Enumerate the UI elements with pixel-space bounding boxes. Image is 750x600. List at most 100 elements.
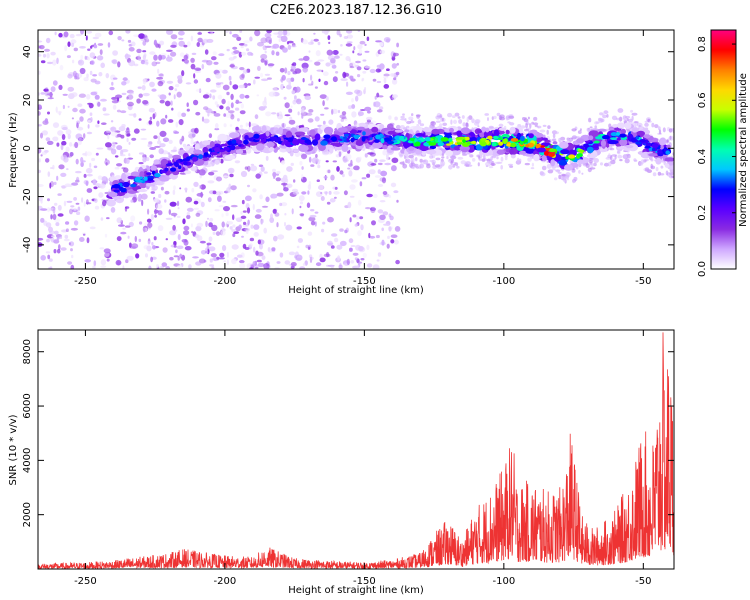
- halo-speck: [450, 160, 453, 165]
- noise-speck: [340, 44, 343, 47]
- ridge-blob: [460, 127, 470, 135]
- noise-speck: [71, 207, 74, 210]
- noise-speck: [78, 93, 86, 98]
- noise-speck: [105, 158, 108, 161]
- noise-speck: [322, 71, 329, 76]
- noise-speck: [290, 265, 295, 269]
- ridge-core: [244, 134, 249, 141]
- noise-speck: [360, 224, 364, 231]
- halo-speck: [496, 156, 499, 160]
- ridge-blob: [334, 146, 343, 151]
- noise-speck: [301, 107, 305, 114]
- noise-speck: [146, 245, 152, 252]
- noise-speck: [69, 152, 74, 157]
- ridge-core: [639, 139, 647, 143]
- halo-speck: [616, 150, 620, 154]
- ridge-blob: [415, 149, 423, 155]
- noise-speck: [250, 163, 255, 166]
- y-tick-label: -40: [22, 237, 33, 253]
- noise-speck: [112, 77, 118, 80]
- halo-speck: [531, 162, 535, 167]
- noise-speck: [339, 170, 344, 175]
- noise-speck: [347, 167, 351, 170]
- noise-speck: [305, 112, 313, 116]
- ridge-core: [644, 145, 651, 149]
- noise-speck: [217, 195, 222, 202]
- halo-speck: [611, 154, 618, 157]
- halo-speck: [429, 155, 434, 159]
- noise-speck: [57, 130, 64, 136]
- noise-speck: [308, 109, 314, 113]
- noise-speck: [107, 134, 110, 140]
- noise-speck: [83, 77, 89, 82]
- noise-speck: [216, 176, 222, 182]
- noise-speck: [272, 168, 276, 173]
- ridge-blob: [412, 125, 423, 134]
- ridge-blob: [127, 190, 138, 194]
- noise-speck: [356, 66, 362, 71]
- noise-speck: [229, 226, 233, 230]
- noise-speck: [343, 190, 348, 196]
- ridge-blob: [153, 159, 160, 165]
- noise-speck: [197, 37, 203, 43]
- noise-speck: [147, 240, 151, 245]
- noise-speck: [379, 214, 386, 220]
- noise-speck: [244, 166, 249, 170]
- noise-speck: [112, 144, 116, 148]
- noise-speck: [121, 92, 127, 96]
- ridge-core: [502, 138, 508, 144]
- noise-speck: [280, 83, 284, 90]
- noise-speck: [257, 262, 265, 268]
- noise-speck: [264, 96, 267, 104]
- ridge-blob: [509, 126, 516, 134]
- halo-speck: [454, 112, 460, 117]
- noise-speck: [372, 78, 377, 82]
- snr-x-ticks: -250 -200 -150 -100 -50: [74, 330, 651, 587]
- noise-speck: [307, 118, 314, 123]
- noise-speck: [80, 54, 84, 60]
- noise-speck: [349, 66, 355, 69]
- halo-speck: [460, 160, 467, 165]
- noise-speck: [247, 83, 251, 86]
- ridge-core: [369, 137, 373, 140]
- halo-speck: [527, 157, 532, 162]
- ridge-blob: [498, 127, 507, 131]
- halo-speck: [422, 159, 429, 165]
- noise-speck: [369, 235, 376, 239]
- noise-speck: [314, 221, 317, 227]
- noise-speck: [226, 48, 230, 52]
- noise-speck: [328, 119, 334, 125]
- ridge-core: [471, 140, 477, 145]
- noise-speck: [52, 80, 58, 86]
- noise-speck: [86, 131, 93, 135]
- ridge-blob: [588, 135, 594, 141]
- ridge-blob: [481, 126, 487, 133]
- noise-speck: [198, 184, 202, 189]
- noise-speck: [91, 157, 96, 162]
- halo-speck: [568, 138, 573, 142]
- noise-speck: [253, 224, 260, 230]
- ridge-core: [498, 137, 504, 140]
- ridge-blob: [655, 157, 662, 165]
- halo-speck: [562, 177, 567, 183]
- ridge-core: [399, 135, 404, 141]
- ridge-blob: [607, 140, 619, 145]
- noise-speck: [359, 40, 366, 45]
- noise-speck: [378, 95, 384, 98]
- halo-speck: [478, 156, 481, 160]
- noise-speck: [373, 101, 381, 108]
- noise-speck: [206, 60, 213, 66]
- noise-speck: [364, 50, 370, 53]
- ridge-blob: [536, 147, 547, 153]
- noise-speck: [126, 255, 134, 261]
- noise-speck: [177, 207, 180, 210]
- noise-speck: [272, 87, 278, 92]
- ridge-blob: [533, 153, 540, 162]
- noise-speck: [97, 101, 101, 107]
- halo-speck: [477, 125, 480, 128]
- noise-speck: [356, 89, 363, 97]
- noise-speck: [63, 238, 70, 242]
- ridge-core: [635, 136, 639, 140]
- noise-speck: [273, 176, 276, 179]
- halo-speck: [435, 157, 441, 161]
